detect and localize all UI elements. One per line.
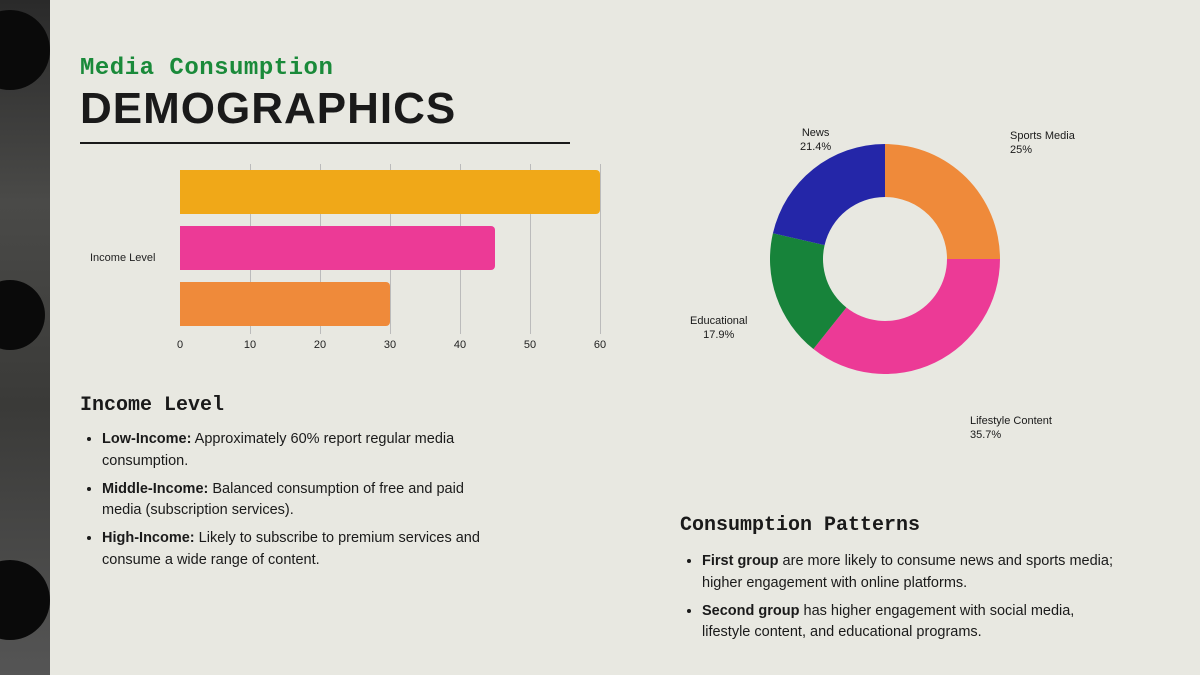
left-column: Income Level 0102030405060 Income Level … bbox=[80, 154, 620, 650]
list-item-label: High-Income: bbox=[102, 530, 195, 546]
x-tick-label: 30 bbox=[384, 339, 396, 351]
donut-slice bbox=[813, 259, 1000, 374]
donut-label-pct: 35.7% bbox=[970, 428, 1052, 442]
side-decor-circle bbox=[0, 10, 50, 90]
list-item-label: First group bbox=[702, 553, 779, 569]
donut-label: Sports Media25% bbox=[1010, 129, 1075, 158]
list-item-label: Second group bbox=[702, 603, 799, 619]
content-region: Media Consumption DEMOGRAPHICS Income Le… bbox=[80, 55, 1180, 650]
donut-label-name: Lifestyle Content bbox=[970, 414, 1052, 428]
donut-label-name: Educational bbox=[690, 314, 748, 328]
x-tick-label: 20 bbox=[314, 339, 326, 351]
list-item: Second group has higher engagement with … bbox=[702, 601, 1120, 645]
list-item-label: Middle-Income: bbox=[102, 481, 208, 497]
columns: Income Level 0102030405060 Income Level … bbox=[80, 154, 1180, 650]
bar bbox=[180, 226, 495, 270]
bar-chart-y-label: Income Level bbox=[90, 252, 155, 264]
x-tick-label: 60 bbox=[594, 339, 606, 351]
donut-slice bbox=[885, 144, 1000, 259]
donut-label-name: News bbox=[800, 126, 831, 140]
x-tick-label: 50 bbox=[524, 339, 536, 351]
side-band bbox=[0, 0, 50, 675]
donut-label: Lifestyle Content35.7% bbox=[970, 414, 1052, 443]
grid-line bbox=[600, 164, 601, 334]
donut-label-pct: 17.9% bbox=[690, 328, 748, 342]
donut-label: Educational17.9% bbox=[690, 314, 748, 343]
x-tick-label: 10 bbox=[244, 339, 256, 351]
list-item: First group are more likely to consume n… bbox=[702, 551, 1120, 595]
income-heading: Income Level bbox=[80, 394, 620, 417]
list-item-label: Low-Income: bbox=[102, 431, 191, 447]
consumption-donut-chart: Sports Media25%Lifestyle Content35.7%Edu… bbox=[680, 114, 1100, 434]
x-tick-label: 40 bbox=[454, 339, 466, 351]
income-list: Low-Income: Approximately 60% report reg… bbox=[80, 429, 500, 572]
donut-slice bbox=[773, 144, 885, 245]
x-tick-label: 0 bbox=[177, 339, 183, 351]
donut-label-name: Sports Media bbox=[1010, 129, 1075, 143]
title-underline bbox=[80, 142, 570, 144]
donut-label-pct: 21.4% bbox=[800, 140, 831, 154]
donut-svg bbox=[770, 144, 1000, 374]
income-bar-chart: Income Level 0102030405060 bbox=[100, 164, 600, 364]
side-decor-circle bbox=[0, 560, 50, 640]
bar-chart-plot: 0102030405060 bbox=[180, 164, 600, 334]
patterns-list: First group are more likely to consume n… bbox=[680, 551, 1120, 644]
list-item: Low-Income: Approximately 60% report reg… bbox=[102, 429, 500, 473]
page-subtitle: Media Consumption bbox=[80, 55, 1180, 82]
donut-label: News21.4% bbox=[800, 126, 831, 155]
list-item: High-Income: Likely to subscribe to prem… bbox=[102, 528, 500, 572]
donut-label-pct: 25% bbox=[1010, 143, 1075, 157]
bar bbox=[180, 282, 390, 326]
side-decor-circle bbox=[0, 280, 45, 350]
bar bbox=[180, 170, 600, 214]
list-item: Middle-Income: Balanced consumption of f… bbox=[102, 479, 500, 523]
right-column: Sports Media25%Lifestyle Content35.7%Edu… bbox=[680, 154, 1180, 650]
patterns-heading: Consumption Patterns bbox=[680, 514, 1180, 537]
